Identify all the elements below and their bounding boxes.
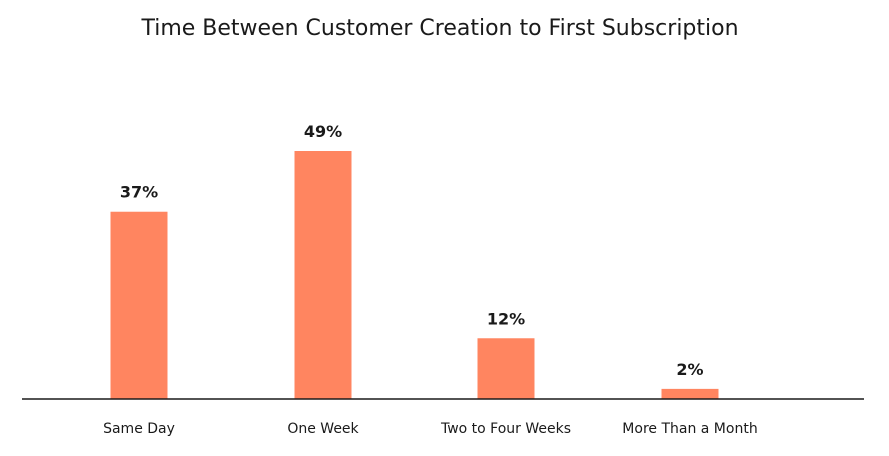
category-label-1: One Week <box>287 421 359 437</box>
value-label-1: 49% <box>304 122 342 141</box>
category-label-0: Same Day <box>103 421 175 437</box>
bar-0 <box>110 211 168 399</box>
category-labels-group: Same Day One Week Two to Four Weeks More Th… <box>103 421 758 437</box>
bar-3 <box>661 388 719 399</box>
bar-1 <box>294 151 352 399</box>
value-label-3: 2% <box>676 360 703 379</box>
value-label-0: 37% <box>120 183 158 202</box>
value-label-2: 12% <box>487 309 525 328</box>
chart-title: Time Between Customer Creation to First … <box>140 16 738 41</box>
category-label-2: Two to Four Weeks <box>440 421 571 437</box>
bars-group <box>110 151 719 399</box>
bar-2 <box>477 338 535 399</box>
value-labels-group: 37% 49% 12% 2% <box>120 122 704 379</box>
category-label-3: More Than a Month <box>622 421 757 437</box>
